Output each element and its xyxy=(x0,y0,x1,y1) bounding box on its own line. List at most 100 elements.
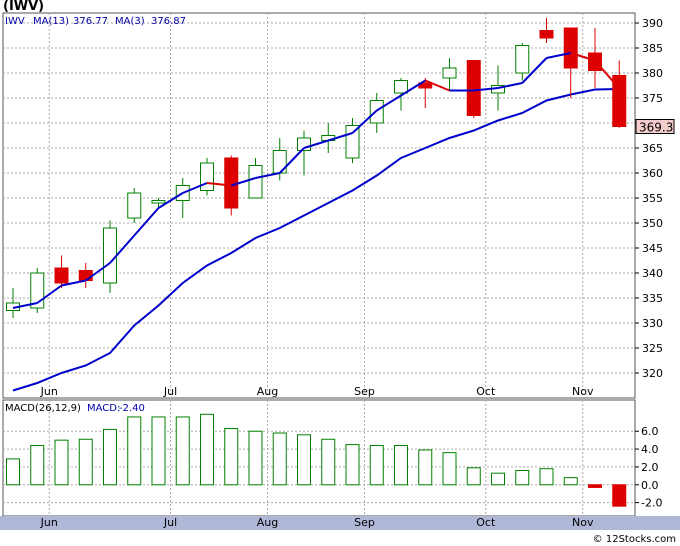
legend-symbol: IWV xyxy=(5,16,25,27)
macd-value: -2.40 xyxy=(119,403,145,414)
macd-bar xyxy=(272,432,287,486)
macd-bar xyxy=(175,416,190,486)
candle-body xyxy=(78,270,93,281)
ma3-segment xyxy=(303,139,329,149)
price-axis-label: 325 xyxy=(642,342,663,355)
macd-bar xyxy=(151,416,166,486)
macd-label: MACD: xyxy=(87,403,120,414)
price-axis-label: 335 xyxy=(642,292,663,305)
candle-body xyxy=(466,60,481,116)
candle-body xyxy=(127,192,142,219)
ma3-segment xyxy=(424,79,450,92)
macd-axis-label: 2.0 xyxy=(641,461,659,474)
macd-bar xyxy=(30,445,45,486)
price-axis-label: 375 xyxy=(642,92,663,105)
ma3-segment xyxy=(182,182,208,194)
macd-bar xyxy=(491,472,505,486)
price-axis-label: 385 xyxy=(642,42,663,55)
ma3-segment xyxy=(157,192,184,209)
macd-x-label: Sep xyxy=(354,516,375,529)
price-x-label: Nov xyxy=(572,385,594,398)
macd-bar xyxy=(224,428,239,486)
candle-body xyxy=(200,162,214,191)
macd-bar xyxy=(78,438,93,486)
ma3-segment xyxy=(61,279,86,287)
price-axis-label: 380 xyxy=(642,67,663,80)
macd-bar xyxy=(539,468,554,486)
price-axis-label: 340 xyxy=(642,267,663,280)
last-price-box xyxy=(635,119,675,134)
ma3-segment xyxy=(36,284,63,304)
ma3-segment xyxy=(546,52,571,59)
macd-bar xyxy=(612,484,627,507)
macd-bar xyxy=(6,458,20,486)
price-x-label: Oct xyxy=(476,385,496,398)
candle-body xyxy=(539,30,554,39)
ma3-segment xyxy=(133,207,160,237)
macd-x-label: Nov xyxy=(572,516,594,529)
ma3-segment xyxy=(206,182,232,187)
chart-title: (IWV) xyxy=(3,0,45,14)
candle-body xyxy=(224,157,239,209)
price-axis-label: 320 xyxy=(642,367,663,380)
macd-x-label: Jul xyxy=(163,516,177,529)
macd-bar xyxy=(103,428,117,486)
legend-ma3-value: 376.87 xyxy=(151,16,186,27)
price-axis-label: 355 xyxy=(642,192,663,205)
price-axis-label: 390 xyxy=(642,17,663,30)
candle-body xyxy=(30,272,45,309)
macd-title: MACD(26,12,9) xyxy=(5,403,81,414)
candle-body xyxy=(563,27,578,69)
ma3-segment xyxy=(279,147,305,174)
macd-bar xyxy=(297,434,311,486)
macd-x-label: Aug xyxy=(257,516,278,529)
macd-x-label: Oct xyxy=(476,516,496,529)
ma3-segment xyxy=(230,177,256,187)
macd-bar xyxy=(466,467,481,486)
macd-panel xyxy=(2,399,636,517)
candle-body xyxy=(54,267,69,284)
ma13-line xyxy=(12,88,620,392)
macd-axis-label: 6.0 xyxy=(641,425,659,438)
ma3-segment xyxy=(497,82,523,89)
candle-body xyxy=(248,165,263,199)
macd-bar xyxy=(515,469,530,486)
copyright-text: © 12Stocks.com xyxy=(593,534,676,545)
candle-body xyxy=(612,75,627,127)
price-x-label: Jun xyxy=(40,385,58,398)
price-x-label: Sep xyxy=(354,385,375,398)
macd-axis-label: -2.0 xyxy=(641,497,662,510)
macd-x-label: Jun xyxy=(40,516,58,529)
legend-ma3-label: MA(3) xyxy=(115,16,145,27)
price-axis-label: 350 xyxy=(642,217,663,230)
macd-bar xyxy=(321,438,336,486)
macd-bar xyxy=(442,452,457,486)
legend-ma13-value: 376.77 xyxy=(73,16,108,27)
ma3-segment xyxy=(255,172,280,179)
macd-bar xyxy=(563,477,578,486)
ma3-segment xyxy=(12,302,38,309)
price-axis-label: 345 xyxy=(642,242,663,255)
macd-bar xyxy=(394,445,408,486)
ma3-segment xyxy=(473,87,499,92)
last-price-label: 369.3 xyxy=(639,121,673,135)
candle-body xyxy=(151,200,166,204)
macd-bar xyxy=(54,439,69,486)
ma3-segment xyxy=(570,52,596,62)
candle-body xyxy=(394,80,408,94)
price-axis-label: 330 xyxy=(642,317,663,330)
candle-body xyxy=(345,125,360,159)
price-x-label: Jul xyxy=(163,385,177,398)
macd-bar xyxy=(369,445,384,486)
macd-bar xyxy=(200,413,214,486)
macd-axis-label: 4.0 xyxy=(641,443,659,456)
macd-bar xyxy=(127,416,142,486)
ma3-segment xyxy=(109,234,136,264)
price-axis-label: 365 xyxy=(642,142,663,155)
price-axis-label: 360 xyxy=(642,167,663,180)
macd-bar xyxy=(345,444,360,486)
ma3-segment xyxy=(85,262,111,282)
candle-body xyxy=(515,45,530,74)
ma3-segment xyxy=(376,94,402,112)
